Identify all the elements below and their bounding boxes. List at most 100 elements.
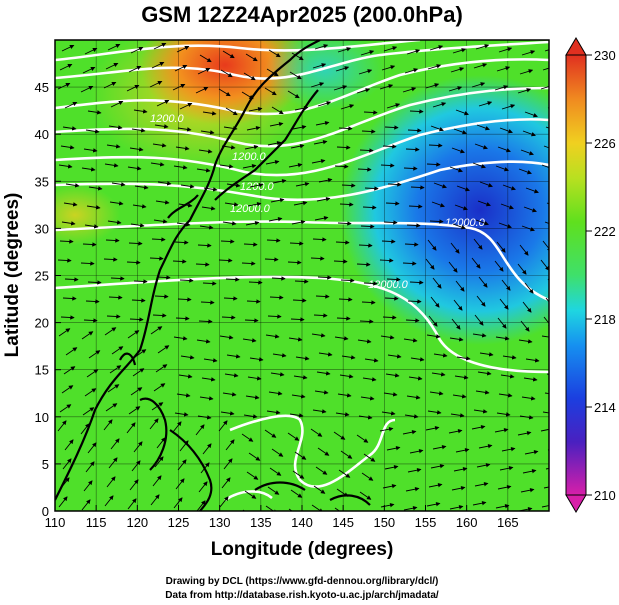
- wind-arrow: [337, 221, 352, 226]
- wind-arrow: [541, 164, 549, 169]
- wind-arrow: [104, 495, 114, 507]
- wind-arrow: [525, 187, 539, 194]
- wind-arrow: [478, 276, 488, 288]
- coastlines: [55, 40, 371, 511]
- wind-arrow: [245, 395, 260, 400]
- wind-arrow: [62, 126, 77, 131]
- wind-arrow: [382, 315, 397, 320]
- wind-arrow: [524, 282, 534, 294]
- wind-arrow: [547, 449, 549, 451]
- wind-arrow: [107, 384, 120, 393]
- wind-arrow: [152, 475, 162, 487]
- wind-arrow: [176, 45, 190, 53]
- wind-arrow: [544, 221, 549, 224]
- wind-arrow: [405, 147, 420, 152]
- wind-arrow: [198, 149, 213, 154]
- wind-arrow: [268, 49, 281, 58]
- wind-arrow: [384, 125, 399, 130]
- wind-arrow: [361, 472, 374, 481]
- wind-arrow: [540, 86, 549, 90]
- wind-arrow: [523, 377, 538, 382]
- wind-arrow: [426, 501, 441, 507]
- wind-arrow: [522, 130, 536, 137]
- wind-arrow: [430, 125, 444, 132]
- wind-arrow: [452, 394, 467, 399]
- wind-arrow: [450, 67, 465, 73]
- wind-arrow: [310, 82, 325, 88]
- wind-arrow: [110, 100, 124, 108]
- wind-arrow: [64, 277, 79, 282]
- wind-arrow: [86, 205, 101, 210]
- wind-arrow: [358, 243, 373, 248]
- wind-arrow: [272, 178, 287, 184]
- wind-arrow: [292, 124, 307, 130]
- wind-arrow: [476, 295, 486, 307]
- colorbar: 210 214 218 222 226 230: [565, 37, 616, 513]
- wind-arrow: [86, 369, 99, 378]
- wind-arrow: [64, 101, 78, 109]
- wind-arrow: [60, 315, 75, 320]
- wind-arrow: [224, 202, 239, 207]
- wind-arrow: [267, 314, 282, 319]
- wind-arrow: [318, 177, 333, 183]
- wind-arrow: [358, 69, 373, 75]
- wind-arrow: [127, 330, 140, 339]
- wind-arrow: [172, 421, 182, 433]
- wind-arrow: [521, 396, 536, 401]
- wind-arrow: [519, 244, 529, 256]
- wind-arrow: [410, 185, 425, 190]
- wind-arrow: [225, 107, 238, 116]
- colorbar-tick-label: 218: [594, 312, 616, 327]
- wind-arrow: [498, 47, 513, 53]
- wind-arrow: [270, 372, 285, 377]
- wind-arrow: [59, 63, 73, 71]
- wind-arrow: [501, 104, 516, 110]
- wind-arrow: [130, 46, 144, 54]
- coastline: [169, 429, 213, 511]
- wind-arrow: [290, 143, 305, 149]
- cold-north: [265, 40, 385, 110]
- wind-arrow: [84, 388, 97, 397]
- wind-arrow: [472, 500, 487, 506]
- wind-arrow: [218, 88, 231, 97]
- wind-arrow: [476, 462, 491, 468]
- wind-arrow: [264, 257, 279, 262]
- wind-arrow: [408, 376, 423, 381]
- wind-arrow: [429, 219, 444, 224]
- wind-arrow: [294, 279, 309, 284]
- wind-arrow: [110, 438, 120, 450]
- wind-arrow: [496, 66, 511, 72]
- wind-arrow: [318, 352, 333, 357]
- wind-arrow: [105, 238, 120, 243]
- contour-line: [55, 160, 549, 202]
- wind-arrow: [180, 355, 195, 360]
- wind-arrow: [496, 412, 511, 417]
- wind-arrow: [497, 146, 511, 153]
- wind-arrow: [403, 166, 418, 171]
- wind-arrow: [106, 314, 121, 319]
- wind-arrow: [245, 220, 260, 226]
- wind-arrow: [497, 484, 512, 490]
- wind-arrow: [177, 297, 192, 302]
- wind-arrow: [475, 390, 490, 395]
- wind-arrow: [317, 275, 332, 280]
- wind-arrow: [471, 424, 486, 430]
- x-tick-label: 155: [415, 515, 437, 530]
- coastline: [55, 40, 321, 501]
- wind-arrow: [265, 334, 280, 339]
- wind-arrow: [387, 354, 402, 359]
- wind-arrow: [80, 85, 94, 93]
- wind-arrow: [108, 457, 118, 469]
- wind-arrow: [455, 447, 470, 453]
- wind-arrow: [61, 221, 76, 226]
- wind-arrow: [221, 315, 236, 320]
- colorbar-min-triangle: [565, 494, 587, 513]
- wind-arrow: [58, 328, 71, 337]
- wind-arrow: [105, 403, 118, 412]
- wind-arrow: [106, 144, 121, 149]
- wind-arrow: [199, 225, 214, 230]
- wind-arrow: [241, 261, 256, 266]
- wind-arrow: [403, 338, 418, 343]
- wind-arrow: [525, 358, 540, 363]
- wind-arrow: [198, 481, 208, 493]
